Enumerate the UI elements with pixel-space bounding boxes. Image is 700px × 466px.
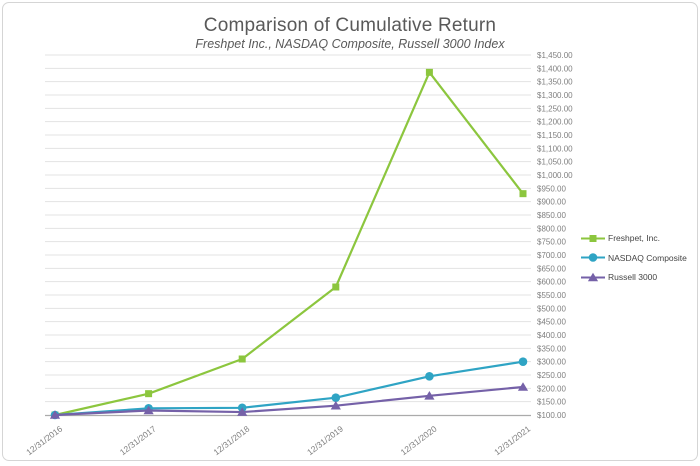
y-axis-label: $450.00 [537, 318, 566, 327]
y-axis-label: $700.00 [537, 251, 566, 260]
y-axis-label: $1,200.00 [537, 118, 573, 127]
y-axis-label: $300.00 [537, 358, 566, 367]
data-point-square [145, 390, 153, 398]
y-axis-label: $750.00 [537, 238, 566, 247]
legend-label: Russell 3000 [608, 272, 658, 282]
legend-triangle-glyph [587, 272, 599, 281]
y-axis-label: $1,100.00 [537, 144, 573, 153]
data-point-circle [518, 357, 528, 366]
legend-circle-glyph [588, 253, 598, 262]
x-axis-label: 12/31/2020 [399, 423, 439, 457]
y-axis-label: $850.00 [537, 211, 566, 220]
legend-marker-triangle-icon [581, 272, 605, 281]
data-point-triangle [517, 382, 529, 391]
y-axis-label: $1,150.00 [537, 131, 573, 140]
y-axis-label: $1,250.00 [537, 104, 573, 113]
y-axis-label: $1,300.00 [537, 91, 573, 100]
chart-subtitle: Freshpet Inc., NASDAQ Composite, Russell… [195, 37, 505, 51]
legend-marker-circle-icon [581, 253, 605, 262]
data-point-circle [425, 372, 434, 381]
legend-label: Freshpet, Inc. [608, 233, 660, 243]
y-axis-label: $500.00 [537, 304, 566, 313]
legend-square-glyph [589, 234, 597, 242]
legend-marker-square-icon [581, 234, 605, 242]
data-point-square [332, 283, 340, 291]
y-axis-label: $400.00 [537, 331, 566, 340]
data-point-triangle [237, 407, 248, 416]
y-axis-label: $600.00 [537, 278, 566, 287]
y-axis-label: $200.00 [537, 384, 566, 393]
data-point-square [425, 68, 433, 76]
data-point-square [238, 355, 246, 363]
y-axis-label: $350.00 [537, 344, 566, 353]
y-axis-label: $1,450.00 [537, 51, 573, 60]
series-line-square [54, 71, 524, 417]
y-axis-label: $1,050.00 [537, 158, 573, 167]
series-line-circle [54, 360, 524, 417]
legend-item-russell: Russell 3000 [581, 271, 687, 283]
y-axis-label: $800.00 [537, 224, 566, 233]
y-axis-label: $1,400.00 [537, 64, 573, 73]
y-axis-label: $150.00 [537, 398, 566, 407]
data-point-triangle [49, 410, 61, 419]
x-axis-label: 12/31/2018 [211, 423, 251, 457]
chart-title: Comparison of Cumulative Return [203, 15, 497, 36]
legend-item-nasdaq: NASDAQ Composite [581, 252, 687, 264]
y-axis-label: $1,000.00 [537, 171, 573, 180]
data-point-triangle [143, 405, 154, 415]
legend-label: NASDAQ Composite [608, 252, 687, 263]
y-axis-label: $650.00 [537, 264, 566, 273]
y-axis-label: $900.00 [537, 198, 566, 207]
data-point-square [519, 190, 527, 198]
data-point-triangle [330, 400, 341, 410]
chart-card: Comparison of Cumulative Return Freshpet… [2, 2, 698, 461]
series-line-triangle [54, 385, 524, 417]
y-axis-label: $100.00 [537, 411, 566, 420]
legend-item-freshpet: Freshpet, Inc. [581, 232, 687, 244]
data-point-circle [331, 393, 341, 402]
chart-plot-area: $100.00 $150.00 $200.00 $250.00 $300.00 $350.… [24, 51, 573, 457]
legend: Freshpet, Inc. NASDAQ Composite Russell … [581, 232, 687, 291]
y-axis-label: $950.00 [537, 184, 566, 193]
x-axis-label: 12/31/2017 [118, 423, 158, 457]
x-axis-label: 12/31/2021 [492, 423, 532, 457]
y-axis-label: $1,350.00 [537, 78, 573, 87]
y-axis-label: $250.00 [537, 371, 566, 380]
y-axis-label: $550.00 [537, 291, 566, 300]
data-point-triangle [424, 391, 435, 400]
x-axis-label: 12/31/2019 [305, 423, 345, 457]
x-axis-label: 12/31/2016 [24, 423, 64, 457]
